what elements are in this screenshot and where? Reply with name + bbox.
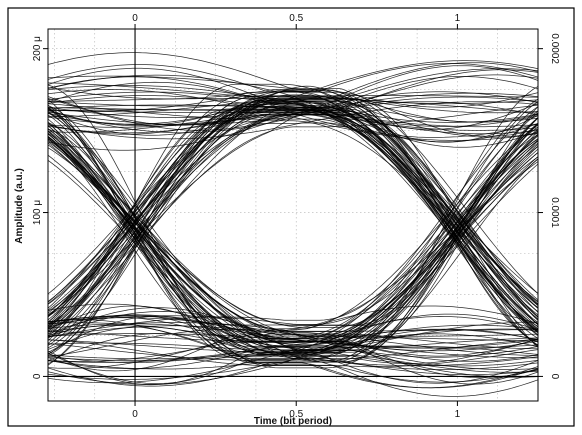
eye-trace-145	[47, 101, 539, 126]
eye-trace-151	[47, 330, 539, 357]
x-axis-title: Time (bit period)	[254, 416, 332, 427]
eye-trace-83	[47, 65, 539, 106]
eye-trace-148	[47, 110, 539, 326]
eye-trace-140	[47, 307, 539, 342]
eye-trace-149	[47, 130, 539, 343]
eye-trace-115	[47, 103, 539, 333]
eye-trace-122	[47, 83, 539, 337]
eye-trace-53	[47, 114, 539, 141]
eye-trace-34	[47, 95, 539, 335]
axis-ticks	[43, 24, 543, 406]
eye-trace-41	[47, 76, 539, 111]
eye-trace-120	[47, 104, 539, 325]
x-tick-label-bottom-2: 1	[455, 409, 461, 420]
eye-trace-67	[47, 104, 539, 318]
eye-trace-131	[47, 136, 539, 351]
eye-trace-157	[47, 133, 539, 333]
eye-trace-99	[47, 114, 539, 330]
x-tick-label-top-2: 1	[455, 13, 461, 24]
eye-trace-139	[47, 128, 539, 370]
eye-trace-138	[47, 319, 539, 368]
eye-trace-152	[47, 60, 539, 127]
eye-trace-101	[47, 107, 539, 389]
x-tick-label-top-1: 0.5	[289, 13, 303, 24]
x-tick-label-bottom-1: 0.5	[289, 409, 303, 420]
eye-trace-71	[47, 98, 539, 123]
eye-trace-106	[47, 91, 539, 306]
eye-trace-18	[47, 107, 539, 143]
y-tick-label-right-2: 0.0002	[549, 33, 560, 64]
y-axis-title: Amplitude (a.u.)	[14, 168, 25, 244]
eye-trace-126	[47, 315, 539, 376]
eye-trace-116	[47, 125, 539, 346]
eye-traces	[47, 52, 539, 397]
y-tick-label-left-1: 100 μ	[32, 200, 43, 225]
eye-trace-75	[47, 311, 538, 338]
eye-trace-77	[47, 101, 539, 355]
eye-trace-159	[47, 128, 539, 355]
eye-trace-150	[47, 128, 539, 363]
eye-trace-125	[47, 84, 539, 389]
tick-labels: 0 0 0.5 0.5 1 1 0 100 μ 200 μ 0 0.0001 0.0002	[32, 13, 560, 420]
plot-area-border	[47, 28, 539, 402]
eye-trace-114	[47, 104, 539, 351]
x-tick-label-bottom-0: 0	[132, 409, 138, 420]
eye-trace-154	[47, 105, 539, 325]
eye-trace-127	[47, 117, 539, 353]
eye-trace-155	[47, 75, 539, 347]
y-tick-label-right-1: 0.0001	[549, 197, 560, 228]
eye-trace-36	[47, 124, 539, 348]
eye-trace-158	[47, 131, 539, 354]
eye-trace-153	[47, 339, 539, 370]
eye-trace-79	[47, 86, 539, 387]
eye-trace-57	[47, 333, 539, 372]
eye-trace-156	[47, 87, 539, 294]
eye-trace-63	[47, 122, 539, 369]
x-tick-label-top-0: 0	[132, 13, 138, 24]
y-tick-label-right-0: 0	[549, 374, 560, 380]
eye-trace-130	[47, 114, 539, 348]
y-tick-label-left-2: 200 μ	[32, 36, 43, 61]
eye-trace-142	[47, 98, 539, 338]
zero-axis-lines	[48, 29, 538, 401]
eye-trace-147	[47, 85, 539, 318]
eye-trace-134	[47, 339, 539, 397]
eye-trace-118	[47, 98, 539, 305]
eye-trace-124	[47, 124, 539, 363]
figure-frame	[7, 7, 575, 427]
eye-trace-146	[47, 110, 539, 339]
y-tick-label-left-0: 0	[32, 373, 43, 379]
